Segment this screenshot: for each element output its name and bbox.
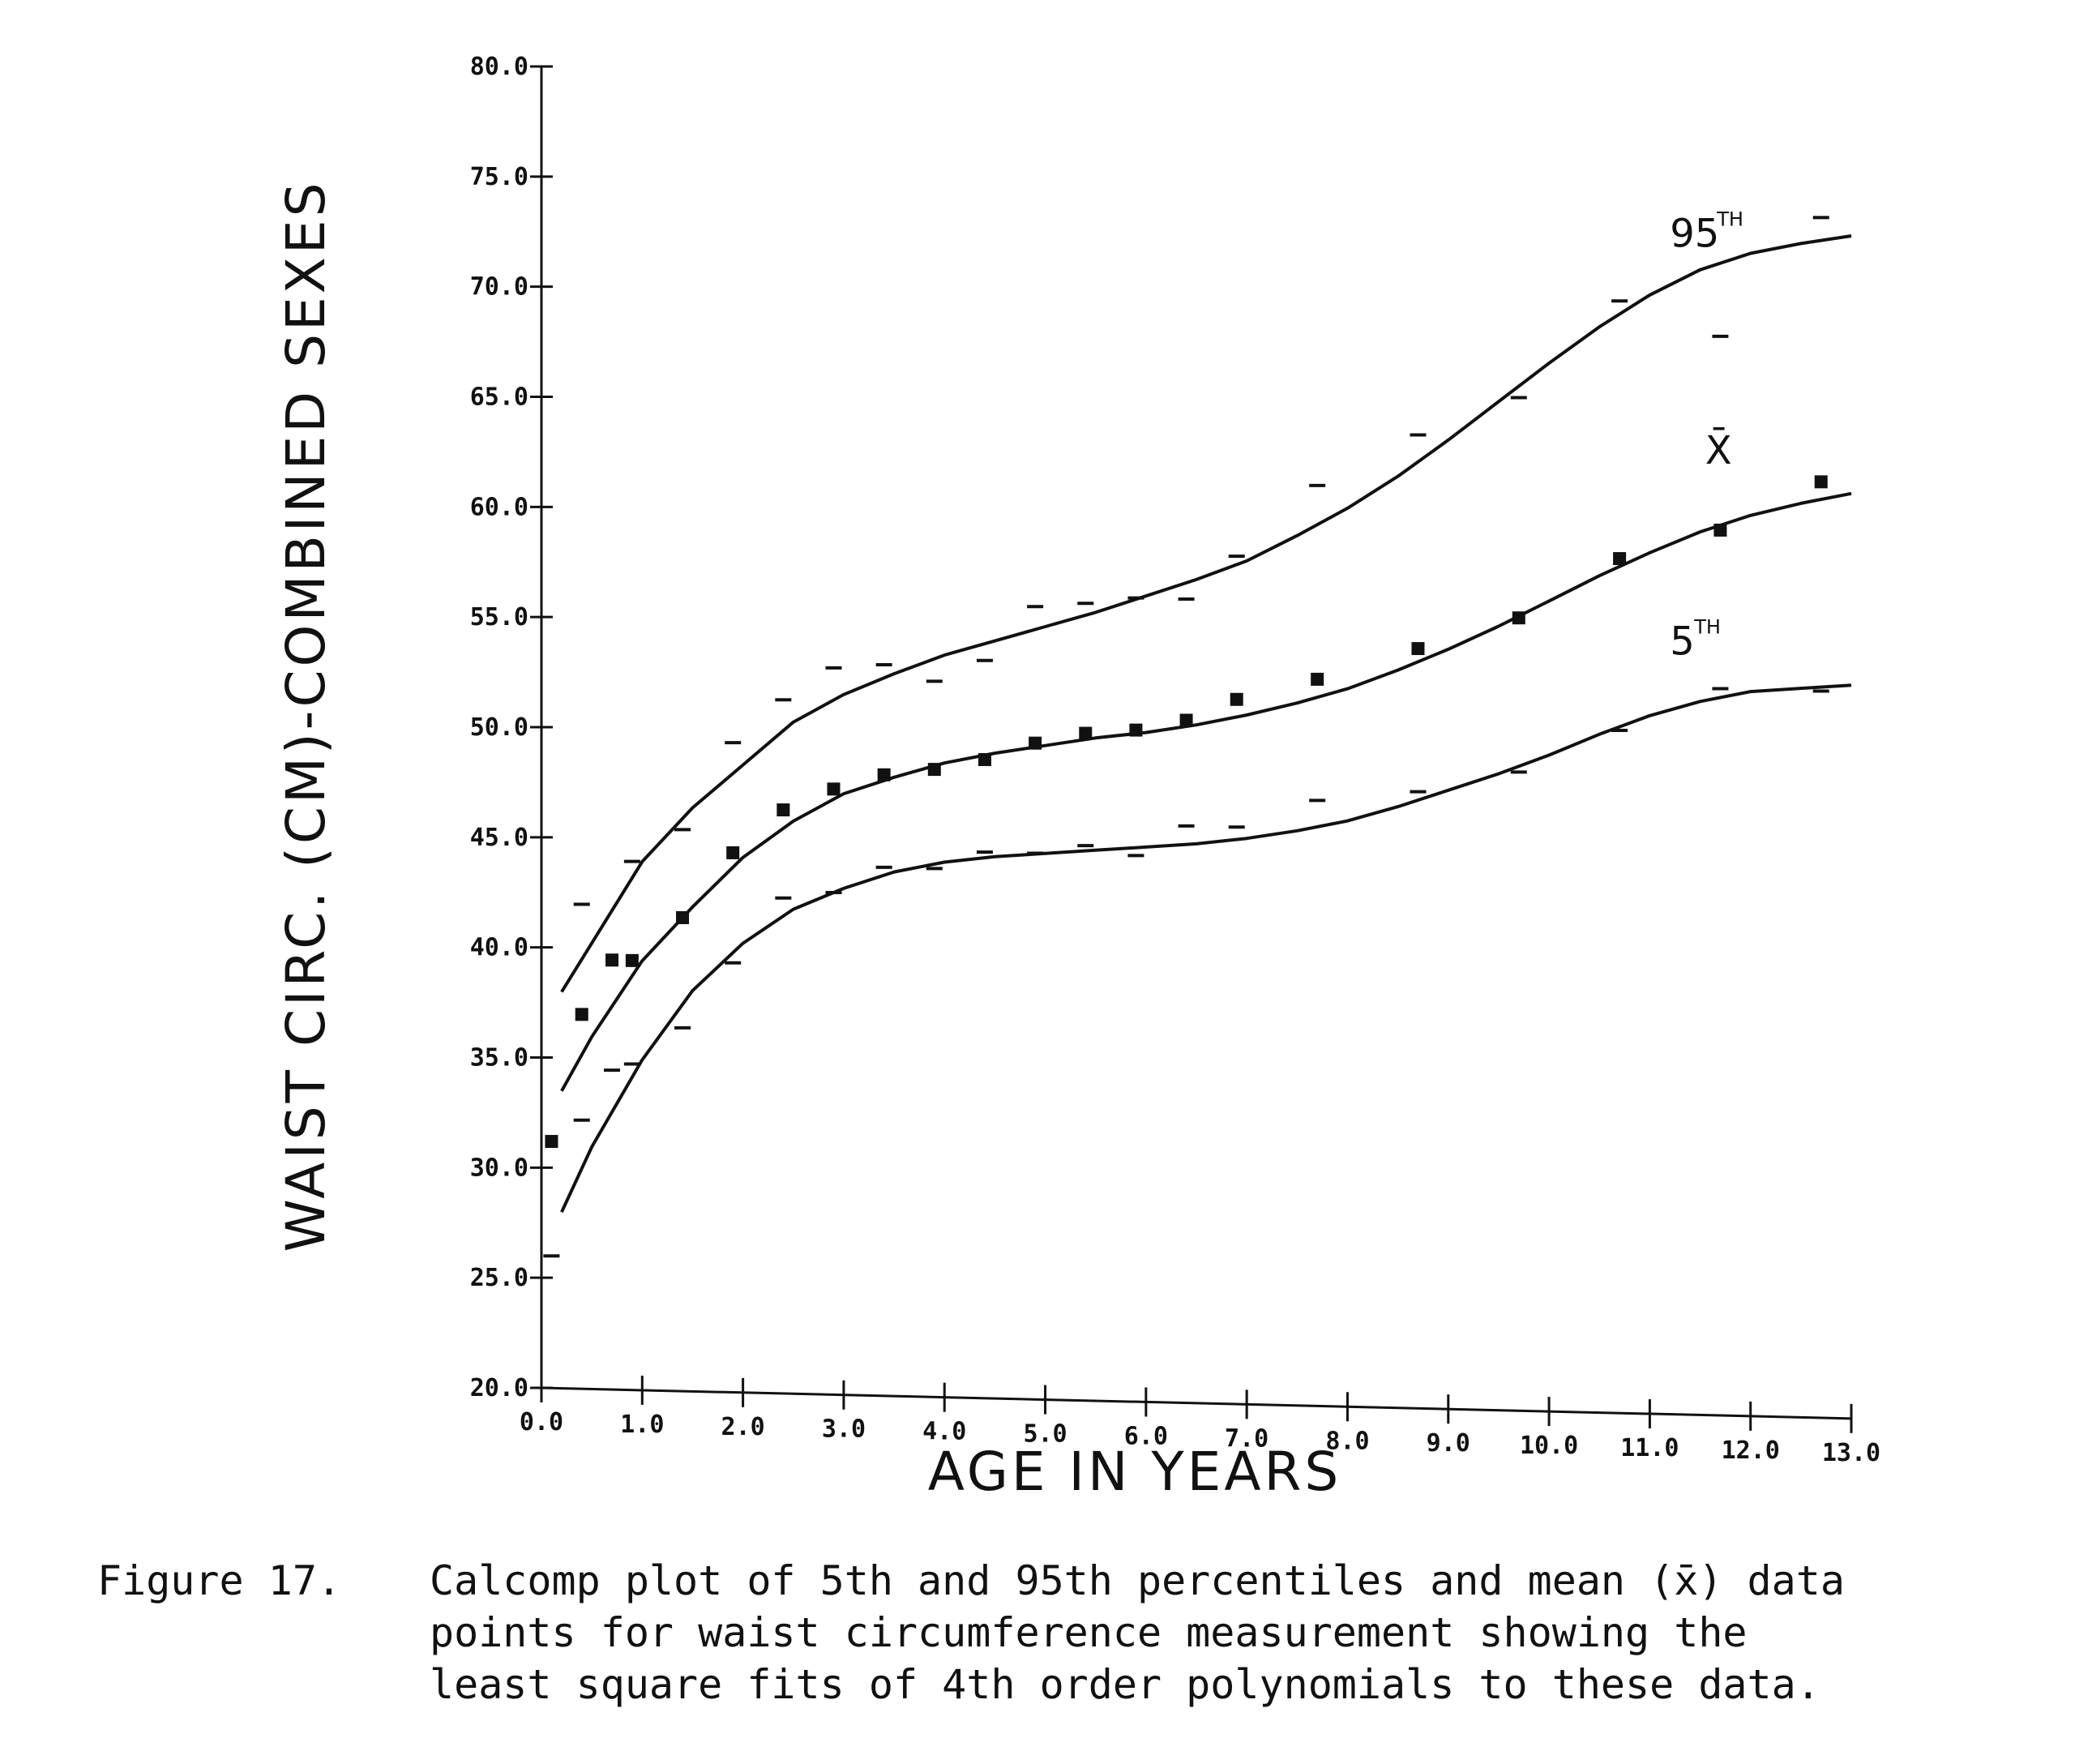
mean-point-marker	[877, 768, 891, 781]
mean-point-marker	[1512, 611, 1525, 625]
caption-text: Calcomp plot of 5th and 95th percentiles…	[430, 1555, 2043, 1710]
y-tick-label: 35.0	[470, 1044, 528, 1073]
mean-point-marker	[1713, 523, 1727, 537]
label-5th-sup: TH	[1693, 615, 1721, 638]
x-tick-label: 9.0	[1427, 1429, 1470, 1458]
x-tick-label: 0.0	[520, 1408, 563, 1436]
data-points	[543, 216, 1829, 1258]
label-mean: X̄	[1705, 427, 1732, 473]
caption-line: Calcomp plot of 5th and 95th percentiles…	[430, 1557, 1845, 1604]
x-tick-label: 2.0	[721, 1413, 765, 1441]
x-tick-label: 5.0	[1023, 1420, 1067, 1449]
caption-line: points for waist circumference measureme…	[430, 1609, 1748, 1656]
x-tick-label: 1.0	[620, 1411, 664, 1439]
x-tick-label: 7.0	[1225, 1424, 1269, 1453]
x-axis-title: AGE IN YEARS	[928, 1441, 1342, 1503]
x-tick-label: 3.0	[822, 1415, 866, 1444]
x-tick-label: 4.0	[922, 1418, 966, 1446]
label-5th: 5	[1670, 619, 1695, 664]
mean-point-marker	[827, 782, 841, 796]
mean-point-marker	[1129, 723, 1143, 737]
mean-point-marker	[545, 1135, 558, 1149]
y-tick-label: 40.0	[470, 934, 528, 962]
mean-point-marker	[605, 953, 619, 967]
caption-line: least square fits of 4th order polynomia…	[430, 1661, 1820, 1708]
mean-point-marker	[575, 1008, 588, 1021]
x-tick-label: 8.0	[1325, 1427, 1369, 1455]
mean-point-marker	[1814, 475, 1828, 489]
mean-point-marker	[777, 803, 790, 817]
y-tick-label: 55.0	[470, 603, 528, 632]
mean-point-marker	[1411, 642, 1425, 656]
x-axis-line	[541, 1386, 1852, 1420]
x-tick-label: 11.0	[1620, 1434, 1679, 1462]
fit-curve-p5	[560, 683, 1852, 1214]
y-axis-title: WAIST CIRC. (CM)-COMBINED SEXES	[275, 180, 337, 1252]
mean-point-marker	[1230, 692, 1243, 706]
mean-point-marker	[625, 953, 639, 967]
mean-point-marker	[1311, 672, 1324, 686]
label-95th-sup: TH	[1716, 208, 1743, 231]
y-tick-label: 50.0	[470, 713, 528, 742]
x-tick-label: 13.0	[1822, 1439, 1880, 1467]
mean-point-marker	[676, 910, 690, 924]
mean-point-marker	[927, 763, 941, 777]
label-95th: 95	[1670, 212, 1719, 257]
y-tick-label: 45.0	[470, 824, 528, 852]
mean-point-marker	[726, 846, 740, 859]
x-tick-label: 12.0	[1722, 1436, 1780, 1465]
x-tick-label: 6.0	[1124, 1422, 1168, 1450]
ticks: 20.025.030.035.040.045.050.055.060.065.0…	[470, 53, 1880, 1467]
mean-point-marker	[1079, 726, 1093, 740]
x-tick-label: 10.0	[1520, 1432, 1578, 1460]
mean-point-marker	[1029, 736, 1042, 750]
y-tick-label: 25.0	[470, 1264, 528, 1292]
fit-curve-mean	[560, 491, 1852, 1092]
y-tick-label: 80.0	[470, 53, 528, 81]
caption-label: Figure 17.	[97, 1557, 342, 1604]
y-tick-label: 75.0	[470, 163, 528, 191]
fit-curve-p95	[560, 234, 1852, 993]
y-tick-label: 60.0	[470, 493, 528, 521]
mean-point-marker	[978, 752, 991, 766]
fit-curves	[560, 234, 1852, 1214]
mean-point-marker	[1613, 552, 1627, 566]
y-tick-label: 65.0	[470, 383, 528, 412]
mean-point-marker	[1179, 713, 1193, 727]
y-tick-label: 20.0	[470, 1374, 528, 1402]
y-tick-label: 70.0	[470, 273, 528, 302]
y-tick-label: 30.0	[470, 1154, 528, 1182]
